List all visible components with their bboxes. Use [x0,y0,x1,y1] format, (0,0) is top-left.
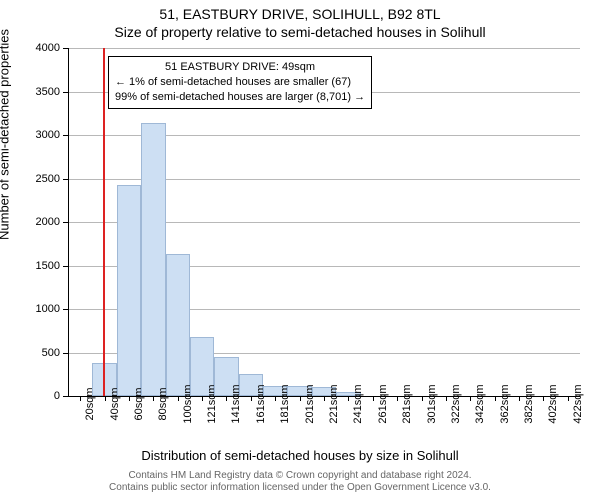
x-tick-label: 362sqm [499,384,511,423]
annotation-line1: 51 EASTBURY DRIVE: 49sqm [115,60,365,75]
y-tick-label: 1000 [36,303,60,315]
y-tick-label: 3500 [36,86,60,98]
y-axis-label: Number of semi-detached properties [0,29,12,240]
annotation-line2: ← 1% of semi-detached houses are smaller… [115,75,365,90]
x-tick-label: 322sqm [450,384,462,423]
grid-line [68,48,580,49]
x-tick-label: 301sqm [426,384,438,423]
y-tick-label: 2500 [36,173,60,185]
y-tick-label: 1500 [36,260,60,272]
chart-plot-area: 0500100015002000250030003500400020sqm40s… [68,48,580,396]
y-tick-label: 2000 [36,216,60,228]
y-tick-label: 3000 [36,129,60,141]
histogram-bar [166,254,190,396]
x-tick-label: 221sqm [328,384,340,423]
x-tick-label: 402sqm [547,384,559,423]
histogram-bar [141,123,165,396]
chart-title-line2: Size of property relative to semi-detach… [0,24,600,40]
histogram-bar [117,185,141,396]
annotation-box: 51 EASTBURY DRIVE: 49sqm← 1% of semi-det… [108,56,372,109]
y-axis-line [68,48,69,396]
x-tick-label: 422sqm [572,384,584,423]
x-tick-label: 281sqm [401,384,413,423]
annotation-line3: 99% of semi-detached houses are larger (… [115,90,365,105]
x-tick-label: 342sqm [474,384,486,423]
y-tick-label: 4000 [36,42,60,54]
property-marker-line [103,48,105,396]
y-tick-label: 0 [54,390,60,402]
chart-title-line1: 51, EASTBURY DRIVE, SOLIHULL, B92 8TL [0,6,600,22]
x-tick-label: 261sqm [377,384,389,423]
footnote-line1: Contains HM Land Registry data © Crown c… [0,470,600,481]
footnote-line2: Contains public sector information licen… [0,482,600,493]
x-tick-label: 241sqm [352,384,364,423]
x-tick-label: 382sqm [523,384,535,423]
x-axis-label: Distribution of semi-detached houses by … [0,448,600,463]
y-tick-label: 500 [42,347,60,359]
x-axis-line [68,396,580,397]
